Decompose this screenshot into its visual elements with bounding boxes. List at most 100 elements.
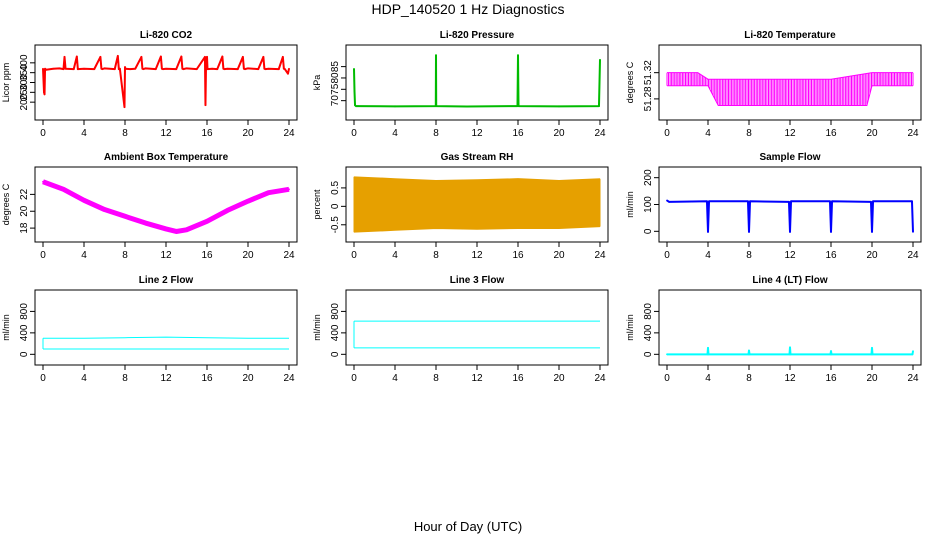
series-line	[666, 199, 914, 233]
x-tick-label: 0	[351, 373, 357, 384]
data-point	[748, 349, 750, 352]
data-point	[872, 200, 874, 203]
x-tick-label: 24	[283, 250, 295, 261]
x-tick-label: 12	[784, 250, 796, 261]
x-tick-label: 16	[201, 250, 213, 261]
plot-frame	[34, 289, 298, 366]
data-point	[185, 67, 188, 70]
data-point	[116, 55, 119, 57]
y-tick-label: 400	[643, 324, 654, 341]
data-point	[558, 105, 560, 108]
data-point	[83, 67, 85, 70]
data-point	[789, 353, 792, 356]
y-tick-label: 200	[19, 93, 30, 110]
data-point	[180, 55, 183, 58]
y-tick-label: 0	[643, 228, 654, 234]
data-point	[175, 230, 178, 233]
x-tick-label: 0	[40, 250, 46, 261]
data-point	[129, 68, 132, 71]
x-tick-label: 16	[825, 128, 837, 139]
data-point	[394, 105, 396, 108]
data-point	[357, 105, 359, 107]
data-point	[205, 67, 207, 70]
x-tick-label: 8	[122, 373, 128, 384]
data-point	[262, 56, 265, 58]
data-point	[226, 67, 229, 70]
data-point	[267, 191, 270, 194]
data-point	[668, 200, 670, 203]
y-tick-label: 85	[330, 61, 341, 73]
data-point	[830, 350, 832, 352]
x-tick-label: 24	[283, 128, 295, 139]
y-tick-label: 800	[330, 303, 341, 320]
data-point	[124, 215, 126, 218]
x-tick-label: 12	[471, 128, 483, 139]
x-tick-label: 12	[160, 250, 172, 261]
panel-title: Gas Stream RH	[441, 152, 514, 163]
data-point	[281, 56, 284, 58]
x-tick-label: 12	[160, 128, 172, 139]
panel-title: Sample Flow	[759, 152, 820, 163]
data-point	[241, 56, 244, 58]
data-point	[288, 188, 290, 191]
x-tick-label: 24	[907, 128, 919, 139]
x-tick-label: 20	[866, 128, 878, 139]
x-tick-label: 16	[512, 128, 524, 139]
x-tick-label: 8	[122, 250, 128, 261]
x-tick-label: 8	[746, 128, 752, 139]
data-point	[247, 67, 249, 70]
series-upper-envelope	[667, 72, 913, 80]
y-axis-label: ml/min	[1, 314, 11, 341]
y-tick-label: 400	[19, 324, 30, 341]
data-point	[435, 54, 437, 57]
data-point	[140, 56, 143, 58]
plot-frame	[34, 44, 298, 121]
x-tick-label: 8	[433, 128, 439, 139]
data-point	[58, 67, 61, 70]
y-tick-label: 75	[330, 83, 341, 95]
panel-li-820-temperature: Li-820 Temperature degrees C 0 4 8 12 16 20 24 51…	[625, 30, 922, 139]
x-tick-label: 12	[784, 128, 796, 139]
x-tick-label: 4	[705, 128, 711, 139]
data-point	[870, 200, 872, 203]
x-tick-label: 4	[81, 128, 87, 139]
data-point	[43, 93, 46, 96]
x-tick-label: 0	[664, 250, 670, 261]
y-tick-label: 0	[19, 351, 30, 357]
data-point	[134, 67, 137, 70]
y-tick-label: 300	[19, 74, 30, 91]
data-point	[789, 230, 791, 233]
data-point	[182, 68, 185, 71]
x-tick-label: 24	[594, 373, 606, 384]
data-point	[75, 55, 78, 58]
x-tick-label: 4	[705, 250, 711, 261]
panel-gas-stream-rh: Gas Stream RH percent 0 4 8 12 16 20 24 -0.5 0 0.5	[312, 152, 609, 261]
y-axis-label: degrees C	[1, 183, 11, 225]
data-point	[64, 67, 67, 70]
panel-title: Li-820 Pressure	[440, 30, 515, 41]
data-point	[353, 90, 356, 93]
x-tick-label: 24	[283, 373, 295, 384]
x-tick-label: 16	[512, 373, 524, 384]
data-point	[103, 67, 106, 70]
data-point	[788, 200, 790, 203]
data-point	[216, 68, 219, 71]
data-point	[103, 208, 106, 211]
data-point	[706, 200, 708, 203]
data-point	[204, 56, 206, 58]
data-point	[707, 346, 709, 349]
x-tick-label: 0	[664, 128, 670, 139]
data-point	[912, 230, 914, 233]
data-point	[284, 68, 286, 71]
data-point	[42, 67, 44, 70]
data-band	[666, 72, 914, 106]
data-point	[247, 200, 249, 203]
x-tick-label: 4	[81, 250, 87, 261]
data-point	[517, 54, 519, 57]
x-tick-label: 12	[471, 250, 483, 261]
y-tick-label: 250	[19, 84, 30, 101]
plot-frame	[345, 289, 609, 366]
x-tick-label: 20	[242, 373, 254, 384]
panel-line-4-lt-flow: Line 4 (LT) Flow ml/min 0 4 8 12 16 20 24 0 400 800	[625, 275, 922, 384]
